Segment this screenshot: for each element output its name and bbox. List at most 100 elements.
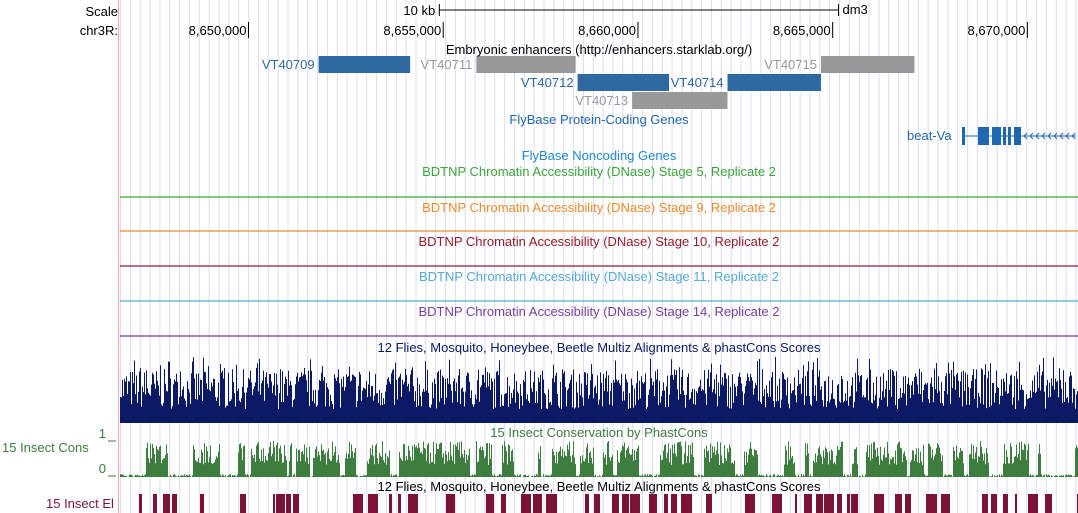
enhancer-feature-VT40714	[727, 74, 821, 91]
conserved-element	[681, 494, 692, 513]
gene-exon	[1008, 127, 1011, 145]
enhancer-feature-VT40712	[577, 74, 670, 91]
multiz-track-title: 12 Flies, Mosquito, Honeybee, Beetle Mul…	[377, 340, 821, 355]
phastcons-track-title: 15 Insect Conservation by PhastCons	[490, 425, 708, 440]
enhancer-feature-VT40711	[476, 56, 576, 73]
conserved-element	[1045, 494, 1052, 513]
ruler-tick-label: 8,650,000	[188, 23, 247, 38]
enhancer-feature-label[interactable]: VT40712	[520, 75, 574, 90]
conserved-element	[286, 494, 291, 513]
conserved-element	[941, 494, 950, 513]
gene-exon	[1003, 127, 1006, 145]
conserved-element	[1028, 494, 1038, 513]
conserved-element	[649, 494, 657, 513]
phastcons-y-min: 0	[98, 461, 106, 476]
strand-arrow	[1059, 132, 1064, 140]
phastcons-side-label[interactable]: 15 Insect Cons	[2, 440, 89, 455]
scale-bar-label: 10 kb	[403, 3, 436, 18]
conserved-element	[622, 494, 629, 513]
dnase-track-title: BDTNP Chromatin Accessibility (DNase) St…	[418, 304, 780, 319]
gene-exon	[1014, 127, 1021, 145]
strand-arrow	[1035, 132, 1040, 140]
conserved-element	[585, 494, 589, 513]
enhancer-feature-label[interactable]: VT40715	[764, 57, 817, 72]
conserved-element	[851, 494, 858, 513]
conserved-element	[824, 494, 834, 513]
conserved-element	[501, 494, 506, 513]
conserved-element	[153, 494, 157, 513]
dnase-track-title: BDTNP Chromatin Accessibility (DNase) St…	[422, 164, 776, 179]
strand-arrow	[1023, 132, 1028, 140]
conserved-element	[1003, 494, 1008, 513]
conserved-element	[671, 494, 677, 513]
conserved-element	[408, 494, 418, 513]
chrom-label: chr3R:	[79, 23, 118, 38]
strand-arrow	[1065, 132, 1070, 140]
enhancer-feature-VT40713	[632, 92, 728, 109]
enhancer-track-title: Embryonic enhancers (http://enhancers.st…	[445, 42, 753, 57]
conserved-element	[895, 494, 902, 513]
enhancer-feature-label[interactable]: VT40713	[575, 93, 629, 108]
gene-label-beat-va[interactable]: beat-Va	[907, 128, 952, 143]
conserved-element	[139, 494, 142, 513]
conserved-element	[368, 494, 378, 513]
conserved-element	[874, 494, 884, 513]
conserved-element	[847, 494, 850, 513]
conserved-element	[398, 494, 401, 513]
conserved-element	[594, 494, 600, 513]
conserved-element	[486, 494, 494, 513]
elements-track-title: 12 Flies, Mosquito, Honeybee, Beetle Mul…	[377, 479, 821, 494]
conserved-element	[172, 494, 177, 513]
conserved-element	[533, 494, 542, 513]
strand-arrow	[1053, 132, 1058, 140]
conserved-element	[200, 494, 204, 513]
strand-arrow	[1071, 132, 1076, 140]
conserved-element	[353, 494, 363, 513]
phastcons-y-max: 1	[98, 426, 106, 441]
dnase-track-title: BDTNP Chromatin Accessibility (DNase) St…	[418, 234, 780, 249]
conserved-element	[389, 494, 392, 513]
dnase-track-title: BDTNP Chromatin Accessibility (DNase) St…	[422, 200, 776, 215]
conserved-element	[837, 494, 842, 513]
conserved-element	[745, 494, 755, 513]
conserved-element	[795, 494, 797, 513]
conserved-element	[446, 494, 455, 513]
conserved-element	[612, 494, 619, 513]
elements-side-label[interactable]: 15 Insect El	[46, 496, 114, 511]
conserved-element	[276, 494, 285, 513]
gene-exon	[978, 127, 989, 145]
gene-exon	[992, 127, 1001, 145]
conserved-element	[273, 494, 275, 513]
flybase-noncoding-title: FlyBase Noncoding Genes	[521, 148, 677, 163]
ruler-tick-label: 8,660,000	[578, 23, 636, 38]
conserved-element	[706, 494, 712, 513]
strand-arrow	[1041, 132, 1046, 140]
conserved-element	[293, 494, 299, 513]
strand-arrow	[1047, 132, 1052, 140]
conserved-element	[163, 494, 170, 513]
ruler-tick-label: 8,655,000	[383, 23, 442, 38]
strand-arrow	[1029, 132, 1034, 140]
enhancer-feature-label[interactable]: VT40709	[261, 57, 315, 72]
conserved-element	[905, 494, 911, 513]
enhancer-feature-VT40709	[318, 56, 411, 73]
flybase-coding-title: FlyBase Protein-Coding Genes	[509, 112, 689, 127]
conserved-element	[630, 494, 640, 513]
gene-exon	[962, 127, 965, 145]
assembly-label: dm3	[842, 2, 868, 17]
enhancer-feature-VT40715	[820, 56, 915, 73]
grid-lines	[120, 0, 1077, 513]
enhancer-feature-label[interactable]: VT40711	[420, 57, 473, 72]
conserved-element	[991, 494, 997, 513]
enhancer-feature-label[interactable]: VT40714	[670, 75, 724, 90]
scale-label: Scale	[85, 4, 118, 19]
conserved-element	[982, 494, 988, 513]
phastcons-signal	[120, 441, 1078, 477]
conserved-element	[240, 494, 246, 513]
conserved-element	[816, 494, 823, 513]
conserved-element	[546, 494, 557, 513]
conserved-element	[926, 494, 937, 513]
